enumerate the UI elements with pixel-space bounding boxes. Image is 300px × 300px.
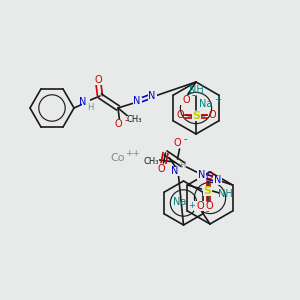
Text: -: - (184, 134, 187, 144)
FancyBboxPatch shape (191, 112, 200, 121)
FancyBboxPatch shape (157, 164, 166, 174)
Text: -: - (124, 115, 128, 125)
Text: O: O (182, 95, 190, 105)
Text: NH: NH (218, 189, 233, 199)
Text: O: O (158, 164, 165, 174)
Text: O: O (174, 138, 181, 148)
FancyBboxPatch shape (145, 157, 158, 166)
Text: NH: NH (189, 85, 203, 95)
FancyBboxPatch shape (82, 99, 90, 107)
FancyBboxPatch shape (127, 116, 141, 124)
FancyBboxPatch shape (194, 201, 206, 211)
FancyBboxPatch shape (148, 92, 157, 100)
FancyBboxPatch shape (203, 187, 212, 196)
Text: Na: Na (199, 99, 213, 109)
Text: Na: Na (173, 197, 187, 207)
Text: O: O (208, 110, 216, 120)
Text: CH₃: CH₃ (126, 116, 142, 124)
Text: N: N (214, 175, 221, 185)
Text: N: N (79, 97, 87, 107)
FancyBboxPatch shape (180, 95, 192, 105)
Text: O: O (114, 119, 122, 129)
Text: H: H (87, 103, 93, 112)
Text: O: O (196, 201, 204, 211)
Text: S: S (203, 186, 211, 196)
Text: Co: Co (111, 153, 125, 163)
Text: +: + (214, 95, 221, 104)
Text: O: O (206, 171, 213, 181)
Text: -: - (191, 90, 195, 100)
Text: N: N (171, 166, 178, 176)
Text: ++: ++ (125, 148, 140, 158)
Text: CH₃: CH₃ (144, 157, 159, 166)
FancyBboxPatch shape (133, 97, 142, 106)
Text: N: N (148, 91, 156, 101)
Text: H: H (179, 161, 186, 170)
Text: +: + (189, 202, 195, 211)
FancyBboxPatch shape (114, 119, 126, 129)
FancyBboxPatch shape (93, 75, 103, 85)
Text: N: N (198, 170, 205, 180)
Text: O: O (176, 110, 184, 120)
Text: O: O (94, 75, 102, 85)
FancyBboxPatch shape (197, 170, 206, 179)
Text: -: - (205, 206, 209, 216)
Text: S: S (192, 111, 200, 121)
Text: N: N (133, 96, 141, 106)
FancyBboxPatch shape (172, 167, 182, 176)
FancyBboxPatch shape (173, 138, 185, 148)
FancyBboxPatch shape (213, 176, 222, 184)
Text: O: O (206, 201, 213, 211)
